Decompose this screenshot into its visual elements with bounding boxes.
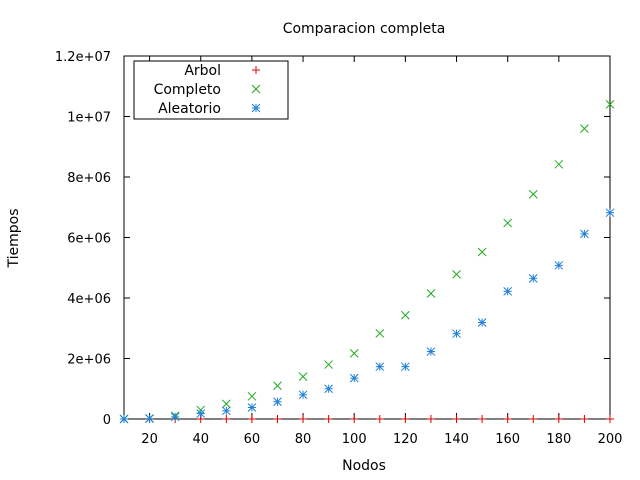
x-tick-label: 180: [546, 432, 571, 447]
chart-title: Comparacion completa: [283, 21, 446, 37]
x-tick-label: 60: [244, 432, 261, 447]
data-point-completo: [273, 381, 282, 391]
data-point-arbol: [426, 415, 435, 423]
data-point-aleatorio: [324, 384, 333, 394]
data-point-aleatorio: [196, 409, 206, 418]
data-point-arbol: [350, 415, 359, 423]
data-point-arbol: [452, 415, 461, 423]
data-point-completo: [349, 349, 359, 358]
x-axis-label: Nodos: [342, 458, 386, 474]
data-point-completo: [452, 270, 461, 279]
data-point-arbol: [554, 415, 563, 423]
data-point-arbol: [222, 415, 231, 423]
data-point-completo: [477, 247, 487, 257]
data-point-completo: [298, 372, 308, 382]
x-tick-label: 160: [495, 432, 520, 447]
data-point-arbol: [299, 415, 308, 423]
x-tick-label: 80: [295, 432, 312, 447]
data-point-completo: [503, 218, 513, 228]
y-tick-label: 0: [103, 413, 111, 428]
data-points: [119, 100, 615, 424]
legend-marker-arbol: [252, 66, 260, 74]
x-tick-label: 40: [192, 432, 209, 447]
data-point-aleatorio: [605, 208, 615, 218]
data-point-completo: [375, 329, 385, 338]
data-point-aleatorio: [580, 229, 589, 239]
y-tick-label: 2e+06: [67, 353, 111, 368]
legend-marker-aleatorio: [251, 103, 261, 113]
data-point-arbol: [247, 415, 256, 423]
data-point-aleatorio: [528, 273, 538, 283]
y-tick-label: 8e+06: [67, 171, 111, 186]
data-point-aleatorio: [349, 373, 359, 383]
data-point-aleatorio: [426, 347, 436, 356]
legend-label-arbol: Arbol: [184, 63, 221, 79]
data-point-aleatorio: [401, 362, 410, 372]
data-point-aleatorio: [554, 260, 564, 270]
data-point-arbol: [478, 415, 487, 423]
x-tick-label: 140: [444, 432, 469, 447]
data-point-aleatorio: [477, 318, 487, 327]
x-tick-label: 100: [342, 432, 367, 447]
data-point-arbol: [580, 415, 589, 423]
y-tick-label: 1.2e+07: [55, 50, 111, 65]
y-tick-label: 6e+06: [67, 232, 111, 247]
x-tick-label: 200: [598, 432, 623, 447]
data-point-aleatorio: [247, 403, 257, 412]
data-point-completo: [528, 189, 538, 199]
data-point-aleatorio: [145, 414, 154, 424]
data-point-aleatorio: [375, 362, 385, 372]
data-point-completo: [605, 100, 615, 109]
data-point-completo: [401, 310, 410, 320]
data-point-arbol: [503, 415, 512, 423]
data-point-completo: [554, 159, 564, 169]
legend-label-aleatorio: Aleatorio: [158, 101, 221, 117]
data-point-arbol: [324, 415, 333, 423]
data-point-aleatorio: [452, 329, 461, 339]
data-point-aleatorio: [298, 390, 308, 400]
data-point-completo: [426, 289, 436, 298]
legend: Arbol Completo Aleatorio: [133, 60, 289, 120]
y-tick-label: 4e+06: [67, 292, 111, 307]
legend-box: [133, 60, 289, 120]
legend-marker-completo: [251, 84, 261, 94]
data-point-arbol: [606, 415, 614, 423]
data-point-arbol: [375, 415, 384, 423]
data-point-completo: [247, 391, 257, 401]
data-point-arbol: [401, 415, 410, 423]
data-point-aleatorio: [221, 406, 231, 416]
data-point-completo: [221, 399, 231, 409]
data-point-arbol: [529, 415, 538, 423]
legend-markers: [251, 66, 261, 113]
data-point-aleatorio: [119, 414, 129, 424]
data-point-completo: [580, 124, 589, 133]
y-tick-label: 1e+07: [67, 111, 111, 126]
x-tick-label: 120: [393, 432, 418, 447]
x-tick-label: 20: [141, 432, 158, 447]
data-point-arbol: [273, 415, 282, 423]
y-axis-label: Tiempos: [6, 208, 22, 268]
data-point-aleatorio: [503, 286, 513, 296]
legend-label-completo: Completo: [154, 82, 221, 98]
data-point-aleatorio: [273, 397, 282, 407]
data-point-completo: [324, 360, 333, 369]
data-point-aleatorio: [170, 412, 180, 422]
